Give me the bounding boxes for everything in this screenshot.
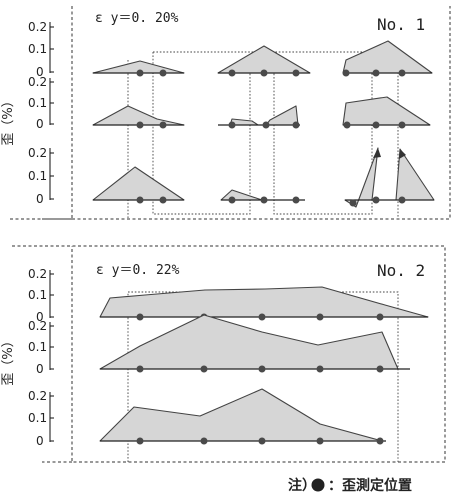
measurement-point (342, 69, 350, 77)
measurement-point (292, 69, 300, 77)
panel-1-number: No. 1 (377, 15, 425, 34)
tick-label: 0.1 (28, 411, 47, 425)
arrow-head (399, 149, 406, 159)
strain-shape (220, 189, 263, 201)
measurement-point (349, 199, 357, 207)
tick-label: 0.1 (28, 96, 47, 110)
measurement-point (136, 121, 144, 129)
measurement-point (372, 121, 380, 129)
measurement-point (372, 196, 380, 204)
panel-2-number: No. 2 (377, 261, 425, 280)
tick-label: 0 (36, 65, 44, 79)
strain-shape (99, 314, 399, 370)
measurement-point (376, 365, 384, 373)
note-text: ：歪測定位置 (328, 477, 412, 494)
tick-label: 0 (36, 192, 44, 206)
tick-label: 0.2 (28, 20, 47, 34)
tick-label: 0 (36, 434, 44, 448)
tick-label: 0.1 (28, 288, 47, 302)
measurement-point (260, 69, 268, 77)
measurement-point (292, 196, 300, 204)
measurement-point (292, 121, 300, 129)
tick-label: 0.2 (28, 389, 47, 403)
measurement-point (228, 196, 236, 204)
measurement-point (398, 69, 406, 77)
panel-1-y-axis-label: 歪（%） (1, 94, 16, 145)
strain-shape (342, 40, 433, 74)
measurement-point (398, 196, 406, 204)
measurement-point (343, 121, 351, 129)
tick-label: 0.1 (28, 340, 47, 354)
strain-shape (99, 388, 383, 442)
panel-2-frame (12, 245, 446, 463)
legend-note: 注） ：歪測定位置 (288, 477, 412, 494)
tick-label: 0.1 (28, 169, 47, 183)
tick-label: 0.2 (28, 75, 47, 89)
panel-1-row-3: 0.2 0.1 0 (28, 146, 435, 208)
panel-2-inner-frame (127, 291, 399, 462)
strain-shape (92, 166, 185, 201)
measurement-point (228, 69, 236, 77)
measurement-point (200, 365, 208, 373)
measurement-point (159, 69, 167, 77)
measurement-point (316, 365, 324, 373)
tick-label: 0.2 (28, 267, 47, 281)
measurement-point (262, 121, 270, 129)
tick-label: 0 (36, 362, 44, 376)
measurement-point (376, 437, 384, 445)
measurement-point (372, 69, 380, 77)
note-prefix: 注） (288, 477, 316, 494)
tick-label: 0 (36, 117, 44, 131)
measurement-point (258, 365, 266, 373)
measurement-point (398, 121, 406, 129)
measurement-point (258, 313, 266, 321)
measurement-point (159, 121, 167, 129)
measurement-point (136, 69, 144, 77)
measurement-point (228, 121, 236, 129)
panel-1-row-1: 0.2 0.1 0 (28, 20, 433, 79)
measurement-point (316, 437, 324, 445)
panel-2-row-3: 0.2 0.1 0 (28, 388, 386, 448)
measurement-point (159, 196, 167, 204)
measurement-point (136, 437, 144, 445)
panel-2: ε y＝0. 22% No. 2 歪（%） 0.2 0.1 0 0. (1, 245, 446, 463)
panel-2-row-2: 0.2 0.1 0 (28, 314, 410, 376)
panel-1-row-2: 0.2 0.1 0 (28, 75, 431, 131)
panel-2-row-1: 0.2 0.1 0 (28, 267, 429, 324)
measurement-point-icon (311, 478, 325, 492)
tick-label: 0.2 (28, 319, 47, 333)
panel-2-strain-label: ε y＝0. 22% (96, 263, 180, 278)
panel-2-y-axis-label: 歪（%） (1, 334, 16, 385)
tick-label: 0.2 (28, 146, 47, 160)
measurement-point (376, 313, 384, 321)
strain-shape (99, 286, 429, 318)
panel-1-inner-frame-b (273, 60, 373, 215)
strain-shape (265, 105, 299, 126)
tick-label: 0 (36, 310, 44, 324)
measurement-point (136, 313, 144, 321)
measurement-point (136, 196, 144, 204)
measurement-point (260, 196, 268, 204)
measurement-point (258, 437, 266, 445)
arrow-head (373, 148, 381, 158)
strain-shape (217, 45, 311, 74)
measurement-point (200, 437, 208, 445)
tick-label: 0.1 (28, 42, 47, 56)
strain-shape (342, 96, 431, 126)
measurement-point (316, 313, 324, 321)
panel-1-strain-label: ε y＝0. 20% (95, 11, 179, 26)
panel-1: ε y＝0. 20% No. 1 歪（%） 0.2 0.1 0 (1, 6, 451, 220)
measurement-point (136, 365, 144, 373)
